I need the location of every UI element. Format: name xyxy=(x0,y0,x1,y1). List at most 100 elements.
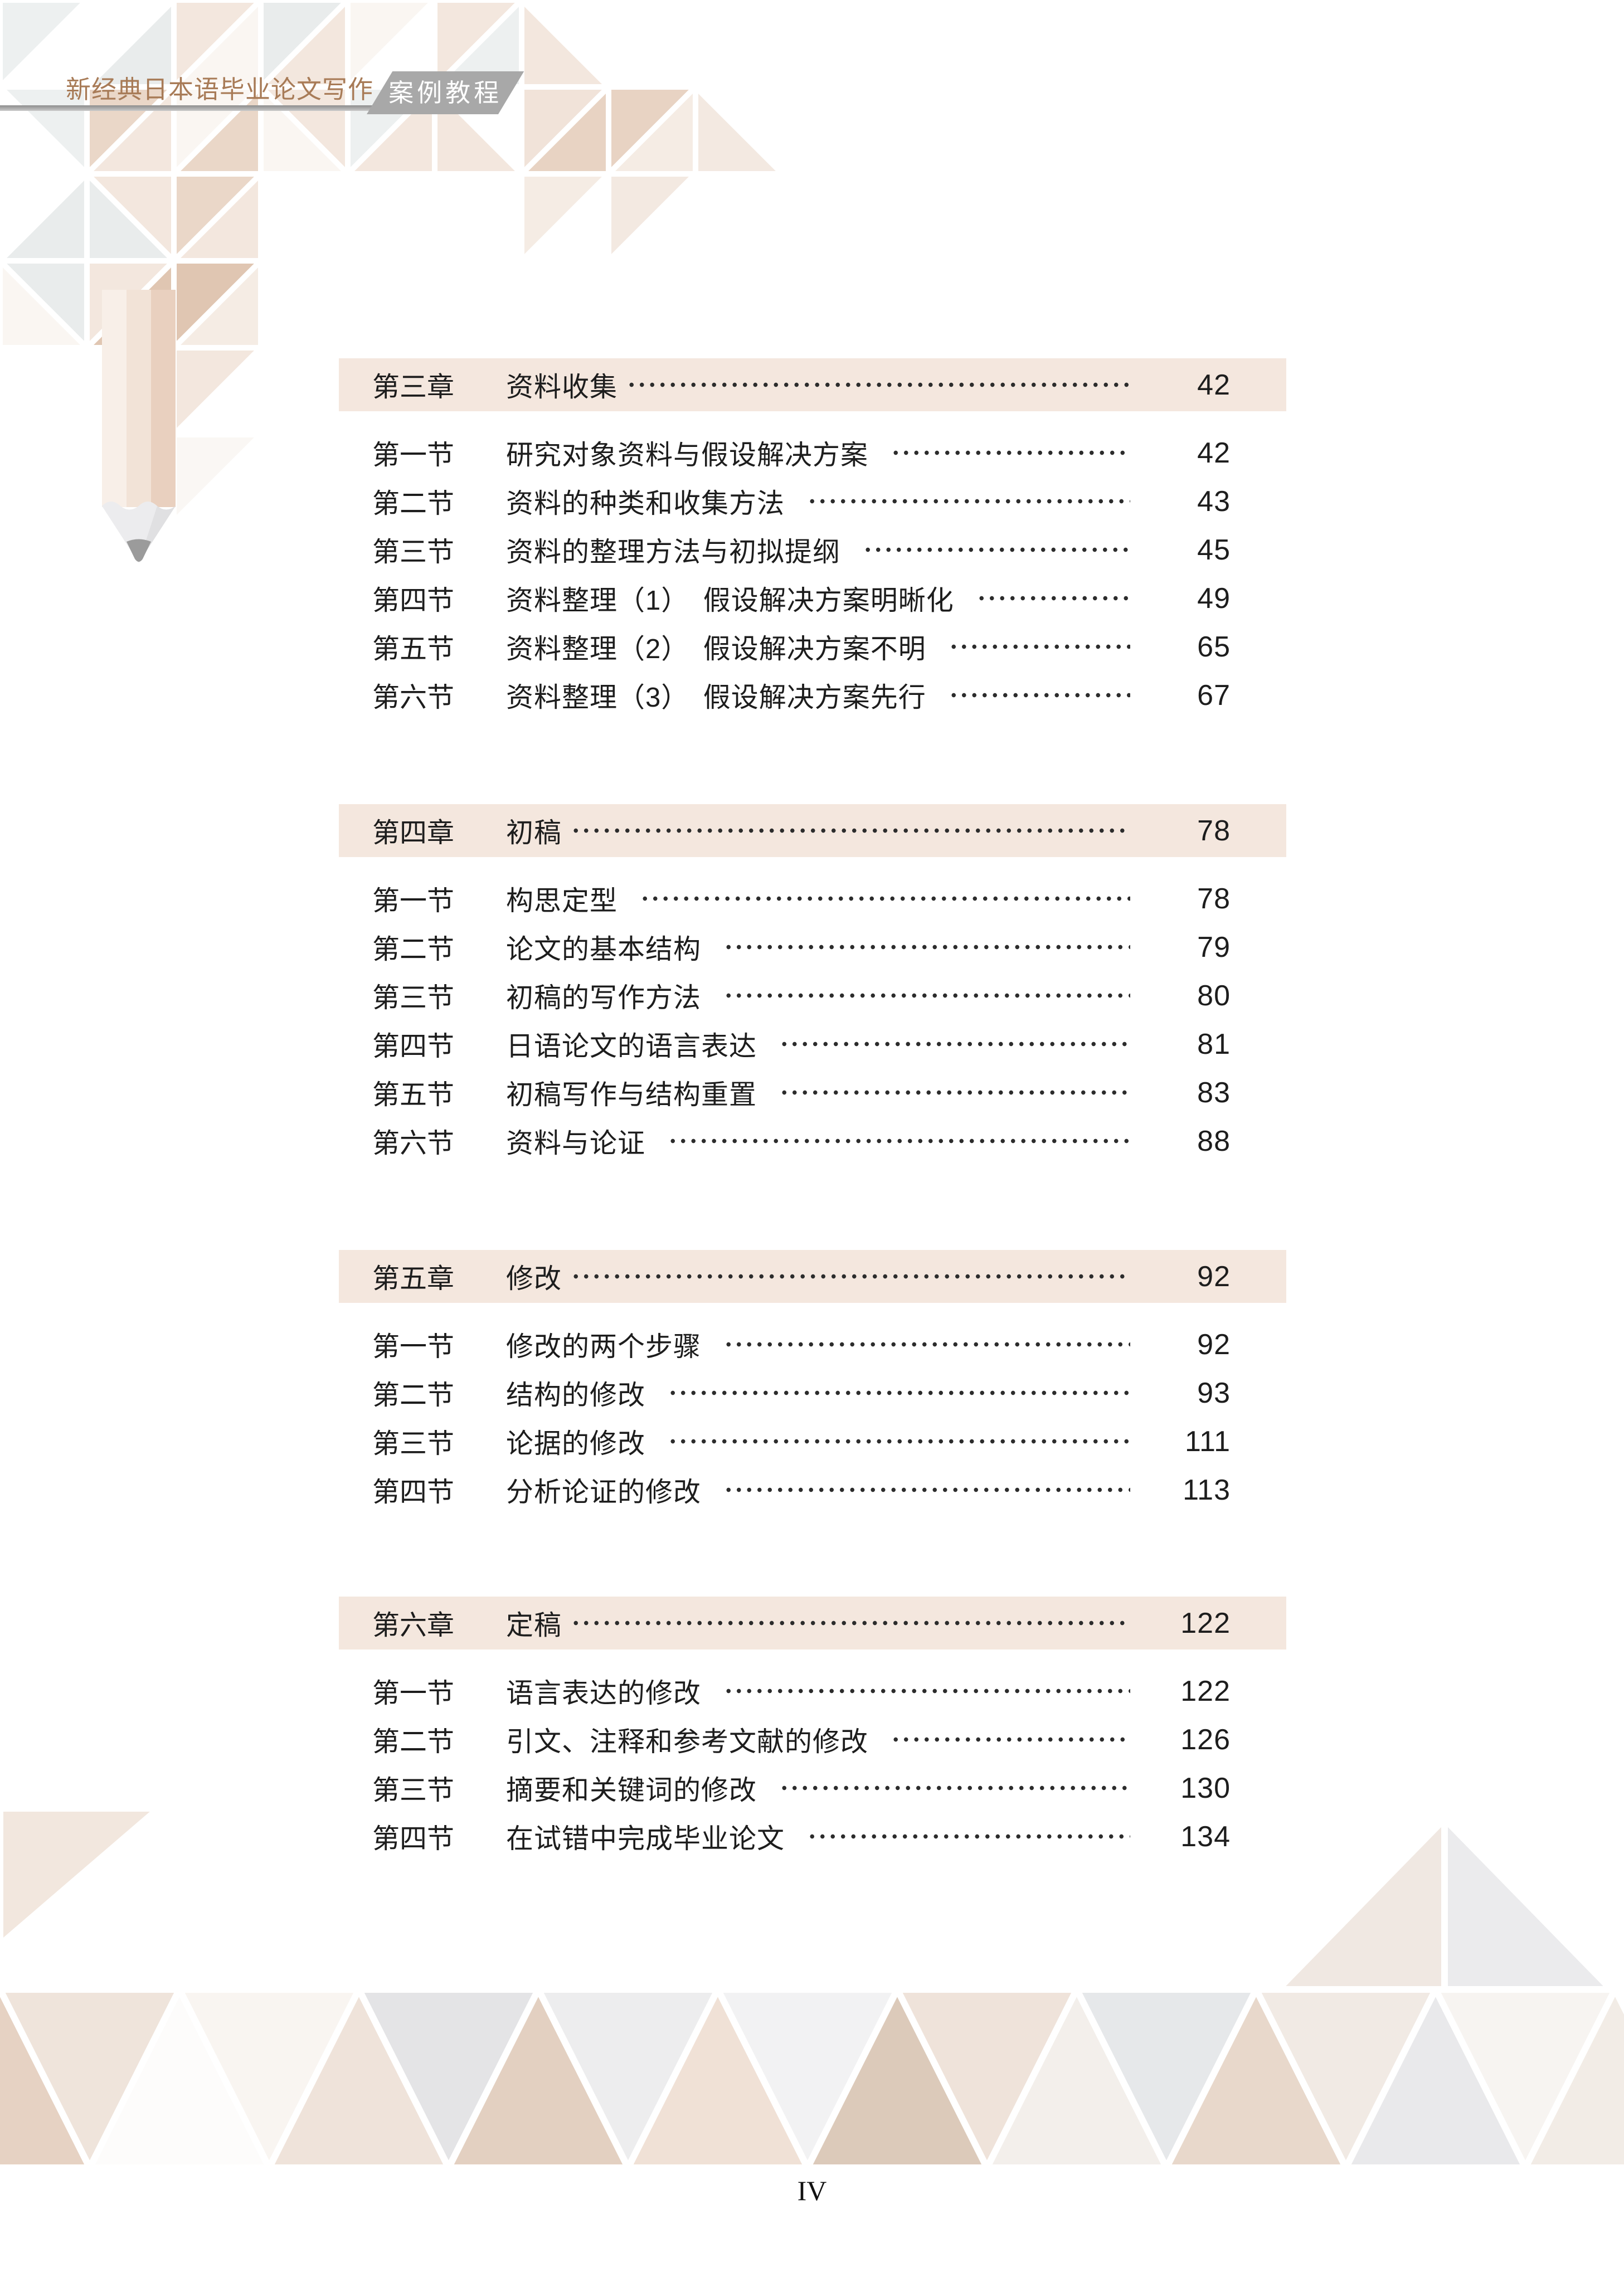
chapter-bar: 第五章 修改 92 xyxy=(339,1250,1286,1303)
section-title: 论据的修改 xyxy=(506,1429,646,1459)
dot-leader xyxy=(723,1320,1130,1369)
section-page-number: 67 xyxy=(1197,679,1231,712)
bottom-band-decoration xyxy=(0,1806,1624,2171)
section-label: 第二节 xyxy=(372,1727,455,1757)
dot-leader xyxy=(571,1597,1130,1650)
toc-chapter: 第六章 定稿 122 第一节 语言表达的修改 122 第二节 引文、注释和参考文… xyxy=(339,1597,1286,1861)
section-title: 资料整理（2） 假设解决方案不明 xyxy=(506,634,926,664)
toc-section-row: 第一节 语言表达的修改 122 xyxy=(339,1667,1286,1715)
series-title: 新经典日本语毕业论文写作 xyxy=(66,75,374,104)
dot-leader xyxy=(723,923,1130,971)
section-page-number: 80 xyxy=(1197,979,1231,1012)
dot-leader xyxy=(723,971,1130,1020)
toc-section-row: 第二节 论文的基本结构 79 xyxy=(339,923,1286,971)
toc-section-row: 第四节 分析论证的修改 113 xyxy=(339,1466,1286,1514)
dot-leader xyxy=(626,358,1130,411)
header-divider-line xyxy=(0,105,499,111)
section-label: 第一节 xyxy=(372,1332,455,1362)
section-title: 资料的整理方法与初拟提纲 xyxy=(506,537,841,567)
section-label: 第四节 xyxy=(372,1477,455,1507)
edition-badge-label: 案例教程 xyxy=(388,79,503,107)
section-label: 第二节 xyxy=(372,489,455,519)
chapter-label: 第六章 xyxy=(372,1610,455,1641)
dot-leader xyxy=(779,1020,1130,1068)
toc-section-row: 第四节 在试错中完成毕业论文 134 xyxy=(339,1812,1286,1861)
section-list: 第一节 语言表达的修改 122 第二节 引文、注释和参考文献的修改 126 第三… xyxy=(339,1667,1286,1861)
section-label: 第一节 xyxy=(372,440,455,470)
chapter-title: 初稿 xyxy=(506,818,562,848)
section-page-number: 134 xyxy=(1180,1820,1231,1853)
dot-leader xyxy=(976,574,1130,622)
toc-chapter: 第四章 初稿 78 第一节 构思定型 78 第二节 论文的基本结构 79 第三节… xyxy=(339,804,1286,1165)
section-title: 语言表达的修改 xyxy=(506,1678,702,1709)
toc-section-row: 第二节 资料的种类和收集方法 43 xyxy=(339,477,1286,526)
edition-badge: 案例教程 xyxy=(367,71,524,114)
dot-leader xyxy=(640,874,1130,923)
dot-leader xyxy=(948,671,1130,719)
toc-section-row: 第三节 论据的修改 111 xyxy=(339,1417,1286,1466)
dot-leader xyxy=(807,477,1130,526)
toc-section-row: 第六节 资料与论证 88 xyxy=(339,1117,1286,1165)
dot-leader xyxy=(571,804,1130,857)
chapter-bar: 第四章 初稿 78 xyxy=(339,804,1286,857)
section-page-number: 45 xyxy=(1197,533,1231,566)
section-page-number: 92 xyxy=(1197,1328,1231,1361)
section-page-number: 111 xyxy=(1184,1425,1231,1458)
section-label: 第六节 xyxy=(372,683,455,713)
section-title: 日语论文的语言表达 xyxy=(506,1031,757,1062)
section-title: 构思定型 xyxy=(506,886,618,916)
section-page-number: 88 xyxy=(1197,1125,1231,1157)
dot-leader xyxy=(723,1667,1130,1715)
chapter-page-number: 78 xyxy=(1197,814,1231,847)
section-title: 资料整理（1） 假设解决方案明晰化 xyxy=(506,586,954,616)
dot-leader xyxy=(571,1250,1130,1303)
section-title: 引文、注释和参考文献的修改 xyxy=(506,1727,869,1757)
toc-section-row: 第四节 资料整理（1） 假设解决方案明晰化 49 xyxy=(339,574,1286,622)
toc-section-row: 第二节 结构的修改 93 xyxy=(339,1369,1286,1417)
section-title: 初稿的写作方法 xyxy=(506,983,702,1013)
toc-chapter: 第五章 修改 92 第一节 修改的两个步骤 92 第二节 结构的修改 93 第三… xyxy=(339,1250,1286,1514)
dot-leader xyxy=(668,1417,1130,1466)
section-page-number: 113 xyxy=(1183,1473,1231,1506)
section-title: 资料的种类和收集方法 xyxy=(506,489,785,519)
section-title: 初稿写作与结构重置 xyxy=(506,1080,757,1110)
section-page-number: 126 xyxy=(1180,1723,1231,1756)
section-title: 分析论证的修改 xyxy=(506,1477,702,1507)
toc-section-row: 第三节 资料的整理方法与初拟提纲 45 xyxy=(339,526,1286,574)
section-label: 第一节 xyxy=(372,1678,455,1709)
dot-leader xyxy=(779,1764,1130,1812)
section-page-number: 65 xyxy=(1197,630,1231,663)
toc-section-row: 第六节 资料整理（3） 假设解决方案先行 67 xyxy=(339,671,1286,719)
dot-leader xyxy=(779,1068,1130,1117)
chapter-bar: 第六章 定稿 122 xyxy=(339,1597,1286,1650)
dot-leader xyxy=(668,1117,1130,1165)
section-label: 第四节 xyxy=(372,1031,455,1062)
section-title: 在试错中完成毕业论文 xyxy=(506,1824,785,1854)
section-label: 第五节 xyxy=(372,1080,455,1110)
pencil-icon xyxy=(102,290,176,563)
toc-section-row: 第一节 修改的两个步骤 92 xyxy=(339,1320,1286,1369)
dot-leader xyxy=(723,1466,1130,1514)
section-label: 第四节 xyxy=(372,586,455,616)
section-page-number: 122 xyxy=(1180,1675,1231,1707)
section-page-number: 49 xyxy=(1197,582,1231,615)
section-label: 第一节 xyxy=(372,886,455,916)
section-label: 第二节 xyxy=(372,935,455,965)
chapter-page-number: 122 xyxy=(1180,1607,1231,1639)
dot-leader xyxy=(891,1715,1130,1764)
section-page-number: 130 xyxy=(1180,1772,1231,1804)
section-list: 第一节 研究对象资料与假设解决方案 42 第二节 资料的种类和收集方法 43 第… xyxy=(339,429,1286,719)
section-page-number: 83 xyxy=(1197,1076,1231,1109)
section-page-number: 81 xyxy=(1197,1028,1231,1060)
section-page-number: 42 xyxy=(1197,436,1231,469)
section-page-number: 79 xyxy=(1197,931,1231,964)
chapter-title: 定稿 xyxy=(506,1610,562,1641)
section-title: 论文的基本结构 xyxy=(506,935,702,965)
dot-leader xyxy=(948,622,1130,671)
section-title: 结构的修改 xyxy=(506,1380,646,1410)
chapter-label: 第三章 xyxy=(372,372,455,402)
chapter-page-number: 92 xyxy=(1197,1260,1231,1293)
chapter-bar: 第三章 资料收集 42 xyxy=(339,358,1286,411)
section-label: 第三节 xyxy=(372,983,455,1013)
